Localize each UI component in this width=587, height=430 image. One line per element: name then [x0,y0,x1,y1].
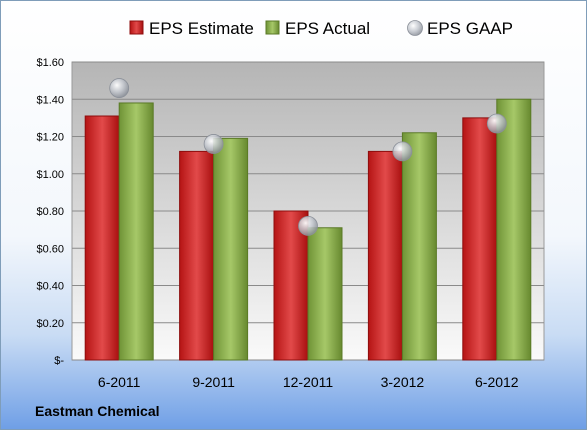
y-tick-label: $0.20 [36,318,64,330]
y-tick-label: $1.60 [36,57,64,69]
legend: EPS Estimate EPS Actual EPS GAAP [129,19,513,38]
y-tick-label: $1.20 [36,132,64,144]
y-tick-label: $1.40 [36,94,64,106]
x-tick-label: 6-2011 [98,374,141,390]
estimate-bar [179,150,215,361]
company-name: Eastman Chemical [35,403,160,419]
x-tick-label: 3-2012 [381,374,425,390]
y-tick-label: $- [54,355,64,367]
estimate-bar [367,150,403,361]
x-tick-label: 9-2011 [192,374,235,390]
actual-bar [401,132,437,361]
actual-bar [496,98,532,361]
gaap-point [203,134,224,154]
actual-bar [118,102,154,361]
legend-label: EPS Actual [285,19,370,38]
legend-label: EPS Estimate [149,19,254,38]
gaap-point [109,78,130,98]
y-axis-ticks: $- $0.20 $0.40 $0.60 $0.80 $1.00 $1.20 $1.40 $1.… [36,57,64,367]
estimate-bar [462,117,498,361]
gaap-point [298,215,318,236]
estimate-bar [84,115,120,361]
y-tick-label: $0.40 [36,281,64,293]
legend-swatch [265,20,280,35]
legend-swatch [407,20,423,36]
bars [84,98,532,361]
estimate-bar [273,210,309,361]
x-axis-ticks: 6-2011 9-2011 12-2011 3-2012 6-2012 [98,374,519,390]
legend-swatch [129,20,144,35]
x-tick-label: 6-2012 [475,374,519,390]
gaap-point [486,113,507,134]
actual-bar [307,227,343,361]
x-tick-label: 12-2011 [283,374,334,390]
gaap-points [109,78,507,236]
legend-label: EPS GAAP [427,19,513,38]
gaap-point [392,141,413,162]
y-tick-label: $1.00 [36,169,64,181]
actual-bar [213,137,249,361]
y-tick-label: $0.80 [36,206,64,218]
y-tick-label: $0.60 [36,243,64,255]
